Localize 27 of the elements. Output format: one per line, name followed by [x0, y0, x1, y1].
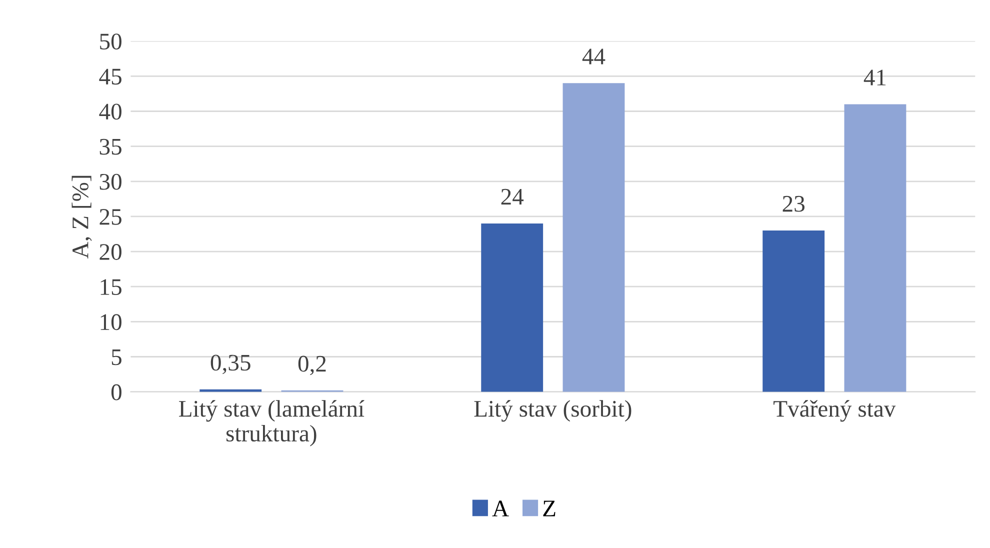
- y-tick-label: 15: [100, 279, 122, 296]
- legend-label: A: [492, 500, 509, 516]
- data-label: 44: [582, 48, 606, 64]
- y-tick-label: 35: [100, 138, 122, 155]
- x-tick-label: Litý stav (sorbit): [474, 400, 632, 422]
- y-tick-label: 5: [112, 349, 122, 366]
- y-tick-label: 40: [99, 104, 122, 120]
- bar: [481, 223, 544, 392]
- data-label: 0,2: [298, 356, 326, 376]
- x-tick-label: Tvářený stav: [774, 400, 896, 422]
- y-tick-label: 50: [100, 34, 122, 50]
- y-tick-label: 0: [111, 384, 122, 400]
- data-label: 41: [864, 70, 886, 86]
- y-tick-label: 10: [100, 314, 122, 330]
- data-label: 23: [782, 196, 804, 212]
- y-axis-title: A, Z [%]: [72, 176, 92, 259]
- y-tick-label: 20: [100, 244, 122, 260]
- legend-label: Z: [543, 500, 556, 516]
- data-label: 24: [501, 188, 524, 205]
- y-tick-label: 30: [100, 174, 122, 190]
- bar: [762, 230, 825, 392]
- y-tick-label: 25: [100, 209, 122, 225]
- bar: [562, 83, 625, 392]
- data-label: 0,35: [210, 354, 250, 374]
- bar: [844, 104, 906, 392]
- y-tick-label: 45: [99, 68, 122, 85]
- x-tick-label: Litý stav (lamelární struktura): [179, 400, 364, 446]
